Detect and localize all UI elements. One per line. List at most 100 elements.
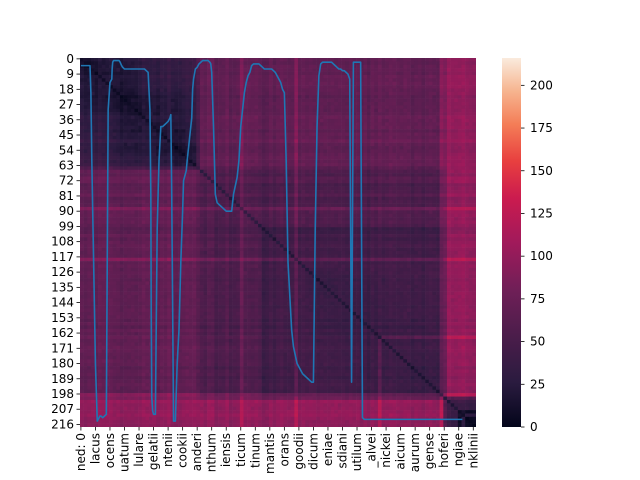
heatmap-cell <box>396 74 400 79</box>
heatmap-cell <box>196 118 201 123</box>
heatmap-cell <box>236 115 241 120</box>
heatmap-cell <box>218 125 222 130</box>
heatmap-cell <box>116 152 121 157</box>
heatmap-cell <box>454 146 459 150</box>
heatmap-cell <box>134 132 139 137</box>
heatmap-cell <box>465 129 470 133</box>
heatmap-cell <box>218 95 222 99</box>
heatmap-cell <box>337 71 342 76</box>
heatmap-cell <box>134 169 139 174</box>
heatmap-cell <box>261 115 266 120</box>
heatmap-cell <box>98 156 103 160</box>
heatmap-cell <box>134 108 139 113</box>
heatmap-cell <box>403 88 408 93</box>
heatmap-cell <box>258 78 262 82</box>
heatmap-cell <box>138 115 143 120</box>
heatmap-cell <box>465 95 470 99</box>
heatmap-cell <box>272 118 277 123</box>
heatmap-cell <box>127 156 132 160</box>
heatmap-cell <box>370 190 375 194</box>
heatmap-cell <box>109 91 113 96</box>
heatmap-cell <box>196 210 201 215</box>
heatmap-cell <box>149 102 153 106</box>
heatmap-cell <box>170 162 175 167</box>
heatmap-cell <box>323 81 328 86</box>
heatmap-cell <box>319 58 324 62</box>
heatmap-cell <box>141 162 146 167</box>
heatmap-cell <box>297 115 302 120</box>
heatmap-cell <box>127 81 132 86</box>
heatmap-cell <box>381 146 386 150</box>
heatmap-cell <box>334 105 339 110</box>
heatmap-cell <box>399 176 404 181</box>
heatmap-cell <box>450 149 455 154</box>
heatmap-cell <box>428 64 433 69</box>
heatmap-cell <box>297 152 302 157</box>
heatmap-cell <box>130 203 135 208</box>
heatmap-cell <box>465 156 470 160</box>
heatmap-cell <box>290 159 295 164</box>
heatmap-cell <box>167 152 172 157</box>
heatmap-cell <box>112 159 117 164</box>
heatmap-cell <box>406 122 411 127</box>
heatmap-cell <box>301 98 306 103</box>
heatmap-cell <box>159 125 164 130</box>
heatmap-cell <box>116 98 121 103</box>
heatmap-cell <box>410 190 415 194</box>
heatmap-cell <box>327 166 331 171</box>
heatmap-cell <box>367 105 371 110</box>
heatmap-cell <box>258 91 262 96</box>
heatmap-cell <box>192 142 197 147</box>
heatmap-cell <box>199 166 204 171</box>
heatmap-cell <box>432 159 437 164</box>
heatmap-cell <box>367 88 371 93</box>
heatmap-cell <box>388 132 393 137</box>
heatmap-cell <box>163 176 168 181</box>
heatmap-cell <box>279 78 284 82</box>
heatmap-cell <box>199 71 204 76</box>
heatmap-cell <box>265 91 270 96</box>
heatmap-cell <box>178 102 183 106</box>
heatmap-cell <box>370 64 375 69</box>
heatmap-cell <box>236 64 241 69</box>
heatmap-cell <box>410 179 415 184</box>
heatmap-cell <box>381 200 386 204</box>
heatmap-cell <box>301 81 306 86</box>
heatmap-cell <box>170 88 175 93</box>
heatmap-cell <box>225 108 230 113</box>
heatmap-cell <box>283 193 288 198</box>
heatmap-cell <box>127 64 132 69</box>
heatmap-cell <box>178 91 183 96</box>
heatmap-cell <box>272 166 277 171</box>
heatmap-cell <box>159 142 164 147</box>
heatmap-cell <box>258 98 262 103</box>
heatmap-cell <box>421 71 426 76</box>
heatmap-cell <box>152 108 157 113</box>
heatmap-cell <box>134 146 139 150</box>
heatmap-cell <box>348 102 353 106</box>
heatmap-cell <box>112 64 117 69</box>
heatmap-cell <box>109 132 113 137</box>
heatmap-cell <box>377 91 382 96</box>
heatmap-cell <box>388 88 393 93</box>
heatmap-cell <box>196 203 201 208</box>
heatmap-cell <box>374 122 379 127</box>
heatmap-cell <box>414 135 419 140</box>
heatmap-cell <box>272 200 277 204</box>
heatmap-cell <box>297 139 302 143</box>
heatmap-cell <box>228 156 233 160</box>
heatmap-cell <box>181 152 186 157</box>
heatmap-cell <box>392 142 397 147</box>
heatmap-cell <box>330 88 335 93</box>
heatmap-cell <box>268 61 273 66</box>
heatmap-cell <box>381 58 386 62</box>
heatmap-cell <box>127 200 132 204</box>
heatmap-cell <box>287 159 292 164</box>
heatmap-cell <box>228 132 233 137</box>
heatmap-cell <box>80 139 84 143</box>
heatmap-cell <box>276 95 281 99</box>
heatmap-cell <box>367 159 371 164</box>
heatmap-cell <box>250 125 255 130</box>
heatmap-cell <box>181 88 186 93</box>
heatmap-cell <box>461 139 466 143</box>
